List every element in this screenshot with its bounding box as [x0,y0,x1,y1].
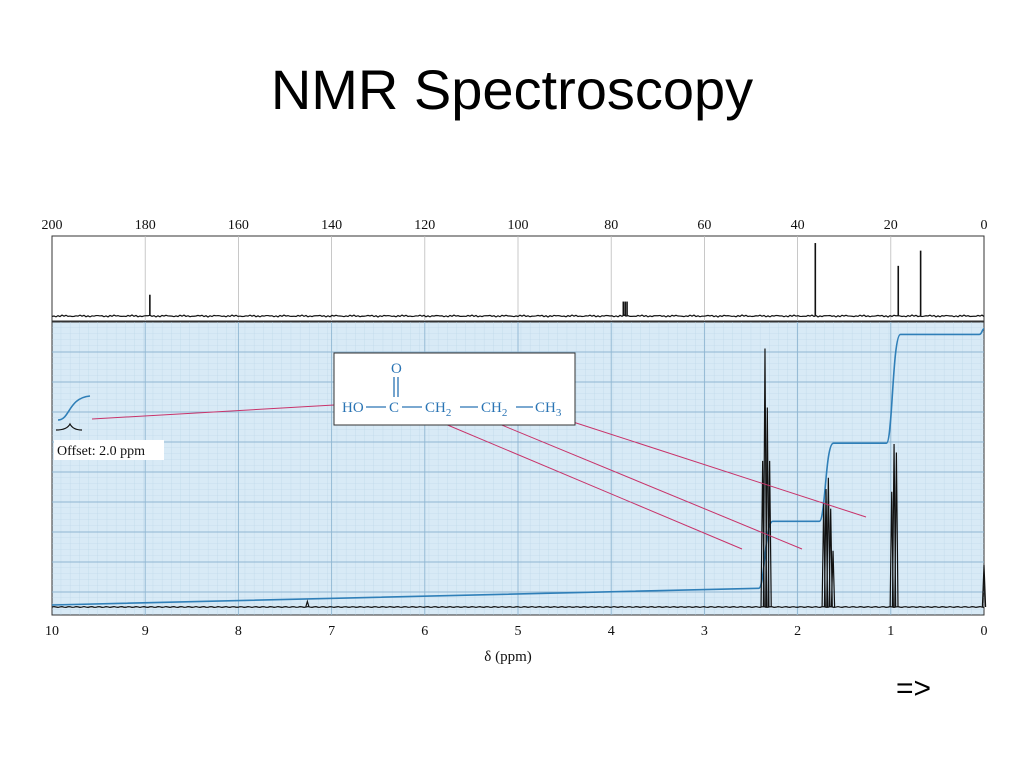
proton-tick-label: 1 [887,624,894,639]
proton-tick-label: 0 [981,624,988,639]
assignment-line-ch3 [569,420,867,518]
assignment-line-ch2-beta [491,420,803,550]
carbon-tick-label: 40 [791,218,805,233]
proton-tick-label: 8 [235,624,242,639]
structure-ch3-sub: 3 [556,407,562,419]
proton-peak [894,452,899,608]
inset-label-box [54,440,164,460]
structure-ch2-a-text: CH [425,400,446,416]
structure-ch2-b-text: CH [481,400,502,416]
proton-tick-labels: 10 9 8 7 6 5 4 3 2 1 0 [45,624,988,639]
assignment-line-ch2-alpha [437,420,743,550]
inset-integral-icon [57,395,91,421]
proton-peak [305,599,310,608]
proton-tick-label: 9 [142,624,149,639]
structure-ho: HO [342,400,364,416]
page-title: NMR Spectroscopy [270,58,754,121]
carbon-tick-label: 180 [135,218,156,233]
structure-ch2-b: CH2 [481,400,507,419]
proton-tick-label: 10 [45,624,59,639]
structure-carbonyl-c: C [389,400,399,416]
structure-box: O HO C CH2 CH2 CH3 [333,352,576,426]
structure-ch3: CH3 [535,400,562,419]
carbon-peaks [149,243,922,316]
proton-tick-label: 6 [421,624,428,639]
integral-curve [51,328,985,606]
assignment-line-oh [91,404,335,420]
proton-tick-label: 5 [515,624,522,639]
structure-frame [333,352,576,426]
carbon-baseline [51,314,985,318]
next-slide-link[interactable]: => [896,672,932,705]
carbon-tick-label: 80 [604,218,618,233]
proton-tick-label: 4 [608,624,615,639]
structure-ch2-a: CH2 [425,400,451,419]
carbon-tick-label: 160 [228,218,249,233]
inset-peak-icon [55,422,83,431]
carbon-tick-label: 20 [884,218,898,233]
assignment-lines [91,404,867,550]
proton-peaks [305,348,987,608]
proton-tick-label: 2 [794,624,801,639]
proton-tick-label: 7 [328,624,335,639]
proton-peak [830,550,836,608]
carbon-tick-label: 200 [42,218,63,233]
carbon-tick-label: 60 [697,218,711,233]
carbon-tick-label: 100 [508,218,529,233]
proton-baseline [51,605,985,609]
structure-ch2-b-sub: 2 [502,407,508,419]
structure-oxygen: O [391,361,402,377]
proton-peak [760,460,765,608]
offset-label: Offset: 2.0 ppm [57,444,145,459]
proton-tick-label: 3 [701,624,708,639]
carbon-grid [144,236,892,321]
structure-ch3-text: CH [535,400,556,416]
carbon-tick-labels: 200 180 160 140 120 100 80 60 40 20 0 [42,218,988,233]
offset-inset: Offset: 2.0 ppm [54,395,164,460]
carbon-tick-label: 140 [321,218,342,233]
carbon-tick-label: 0 [981,218,988,233]
proton-peak [981,564,987,608]
x-axis-label: δ (ppm) [484,649,531,665]
carbon-tick-label: 120 [414,218,435,233]
proton-peak [767,460,772,608]
structure-ch2-a-sub: 2 [446,407,452,419]
